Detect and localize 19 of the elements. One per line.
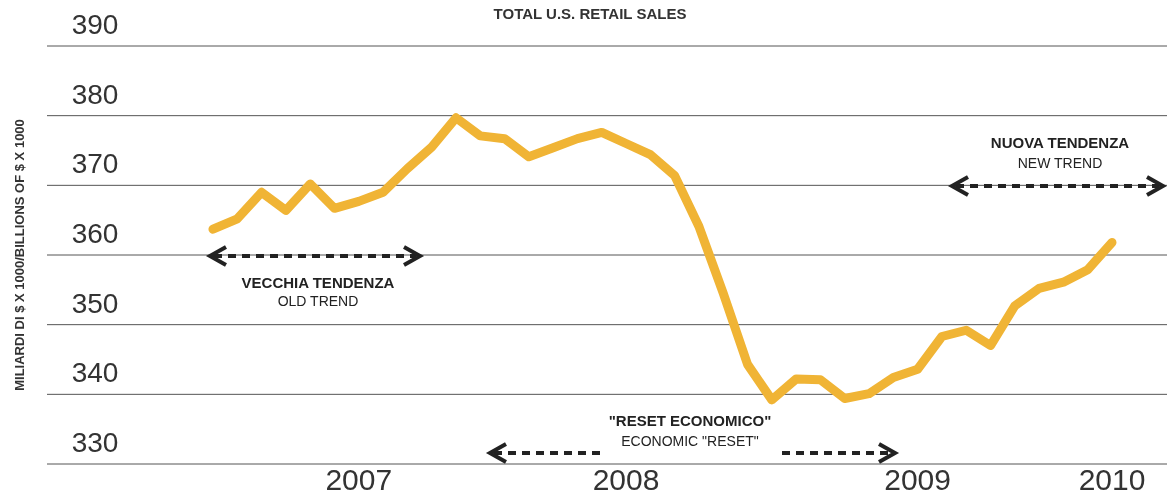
y-tick-label: 390 — [71, 9, 119, 40]
y-tick-label: 370 — [71, 148, 119, 180]
x-tick-label: 2010 — [1078, 463, 1146, 496]
y-tick-label: 380 — [71, 78, 119, 110]
x-tick-label: 2007 — [325, 463, 393, 496]
y-tick-label: 350 — [71, 287, 119, 319]
annotation: ECONOMIC "RESET" — [621, 433, 759, 449]
x-tick-label: 2008 — [592, 463, 660, 496]
y-tick-label: 330 — [71, 427, 119, 458]
chart-title: TOTAL U.S. RETAIL SALES — [493, 5, 687, 22]
y-axis-title: MILIARDI DI $ X 1000/BILLIONS OF $ X 1000 — [12, 119, 27, 391]
annotation: NUOVA TENDENZA — [990, 134, 1130, 151]
annotation: NEW TREND — [1017, 155, 1103, 171]
x-tick-label: 2009 — [884, 463, 951, 496]
annotation: VECCHIA TENDENZA — [241, 274, 395, 291]
annotation: OLD TREND — [277, 293, 359, 309]
y-tick-label: 340 — [71, 357, 119, 389]
annotation: "RESET ECONOMICO" — [608, 412, 772, 429]
y-tick-label: 360 — [71, 218, 119, 249]
